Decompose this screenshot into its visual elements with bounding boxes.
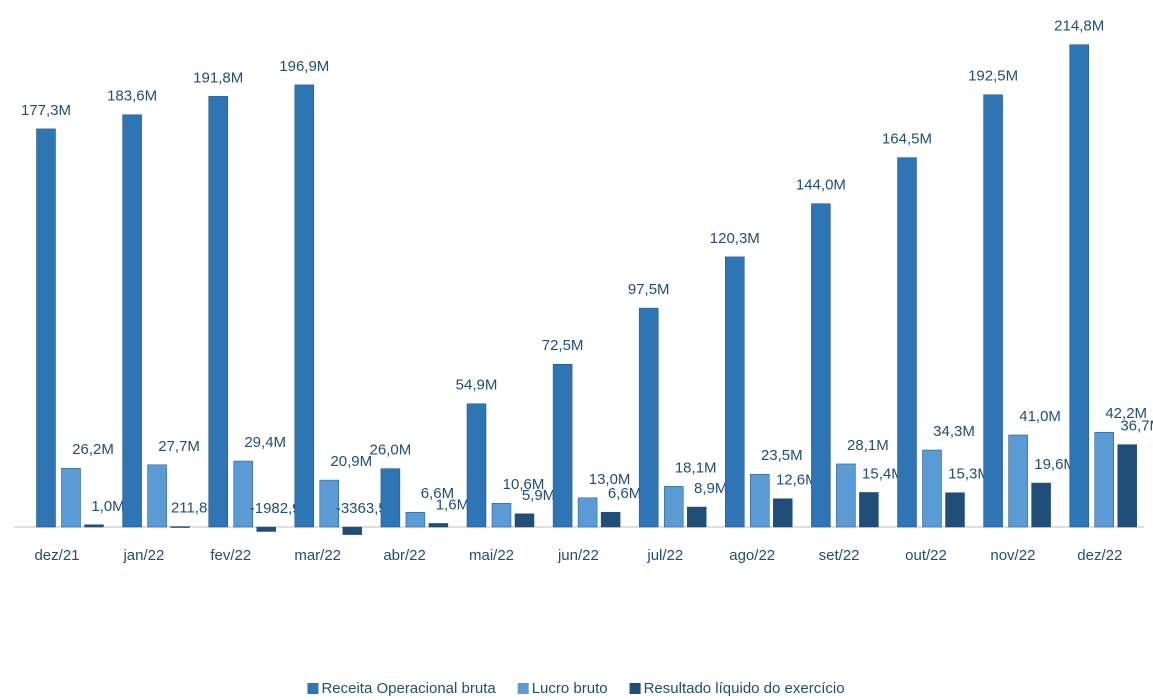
- bar: [514, 513, 535, 528]
- data-label: 144,0M: [796, 177, 846, 194]
- bar: [380, 468, 401, 528]
- bar: [552, 363, 573, 528]
- bar: [122, 114, 142, 528]
- bar: [405, 511, 426, 528]
- data-label: 6,6M: [608, 485, 641, 502]
- x-tick-label: dez/22: [1077, 547, 1122, 564]
- bar: [491, 502, 512, 528]
- x-tick-label: fev/22: [210, 547, 251, 564]
- bar: [897, 157, 917, 528]
- data-label: 1,6M: [436, 496, 469, 513]
- bar: [1008, 434, 1028, 528]
- bar: [1031, 482, 1051, 528]
- x-tick-label: nov/22: [990, 547, 1035, 564]
- x-tick-label: dez/21: [34, 547, 79, 564]
- bar: [600, 511, 621, 528]
- data-label: 164,5M: [882, 131, 932, 148]
- bar: [294, 84, 315, 528]
- data-label: 34,3M: [933, 423, 975, 440]
- data-label: 211,8K: [171, 500, 217, 517]
- data-label: 6,6M: [421, 485, 454, 502]
- bar: [319, 479, 340, 528]
- bar: [945, 492, 965, 528]
- x-tick-label: jan/22: [122, 547, 164, 564]
- x-tick-label: jul/22: [646, 547, 683, 564]
- data-label: 10,6M: [503, 476, 545, 493]
- bar: [428, 523, 449, 528]
- bar: [342, 526, 363, 535]
- bar: [147, 464, 167, 528]
- data-label: 120,3M: [710, 230, 760, 247]
- bar: [1069, 44, 1089, 528]
- legend-label: Receita Operacional bruta: [321, 680, 496, 697]
- x-tick-label: mar/22: [294, 547, 341, 564]
- data-label: 183,6M: [107, 88, 157, 105]
- legend-swatch: [307, 683, 319, 694]
- bar: [773, 498, 793, 528]
- bar: [1094, 432, 1114, 528]
- bar: [208, 96, 228, 528]
- data-label: 1,0M: [91, 498, 124, 515]
- bar: [686, 506, 707, 528]
- bar: [36, 128, 56, 528]
- bar: [577, 497, 598, 528]
- data-label: 5,9M: [522, 487, 555, 504]
- data-label: 42,2M: [1105, 405, 1147, 422]
- data-label: 54,9M: [456, 377, 498, 394]
- legend-swatch: [517, 683, 529, 694]
- x-tick-label: jun/22: [557, 547, 599, 564]
- data-label: 27,7M: [158, 438, 200, 455]
- data-label: 41,0M: [1019, 408, 1061, 425]
- data-label: 26,2M: [72, 441, 114, 458]
- bar: [170, 526, 190, 528]
- data-label: 12,6M: [776, 472, 818, 489]
- bar: [256, 526, 276, 532]
- legend-label: Resultado líquido do exercício: [644, 680, 845, 697]
- data-label: 196,9M: [279, 58, 329, 75]
- x-tick-label: ago/22: [729, 547, 775, 564]
- x-tick-label: abr/22: [383, 547, 426, 564]
- legend-swatch: [629, 683, 641, 694]
- bar: [233, 460, 253, 528]
- data-label: 15,4M: [862, 465, 904, 482]
- data-label: 23,5M: [761, 447, 803, 464]
- data-label: 29,4M: [244, 434, 286, 451]
- bar: [663, 486, 684, 528]
- data-label: 72,5M: [542, 337, 584, 354]
- data-label: 191,8M: [193, 69, 243, 86]
- data-label: 97,5M: [628, 281, 670, 298]
- bar: [750, 474, 770, 528]
- data-label: 36,7M: [1120, 418, 1153, 435]
- bar: [983, 94, 1003, 528]
- bar: [1117, 444, 1137, 528]
- bar: [638, 307, 659, 528]
- bar: [61, 467, 81, 528]
- x-tick-label: out/22: [905, 547, 947, 564]
- bar: [836, 463, 856, 528]
- data-label: 28,1M: [847, 437, 889, 454]
- data-label: 8,9M: [694, 480, 727, 497]
- data-label: 19,6M: [1034, 456, 1076, 473]
- data-label: 26,0M: [370, 442, 412, 459]
- data-label: 177,3M: [21, 102, 71, 119]
- bar: [466, 403, 487, 528]
- bar: [84, 524, 104, 528]
- data-label: 192,5M: [968, 68, 1018, 85]
- data-label: 20,9M: [330, 453, 372, 470]
- bar: [859, 492, 879, 528]
- x-tick-label: set/22: [819, 547, 860, 564]
- data-label: 13,0M: [589, 471, 631, 488]
- legend-label: Lucro bruto: [532, 680, 608, 697]
- data-label: 214,8M: [1054, 18, 1104, 35]
- bar: [922, 449, 942, 528]
- x-tick-label: mai/22: [469, 547, 514, 564]
- bar: [725, 256, 745, 528]
- data-label: 18,1M: [675, 459, 717, 476]
- data-label: 15,3M: [948, 466, 990, 483]
- bar: [811, 203, 831, 528]
